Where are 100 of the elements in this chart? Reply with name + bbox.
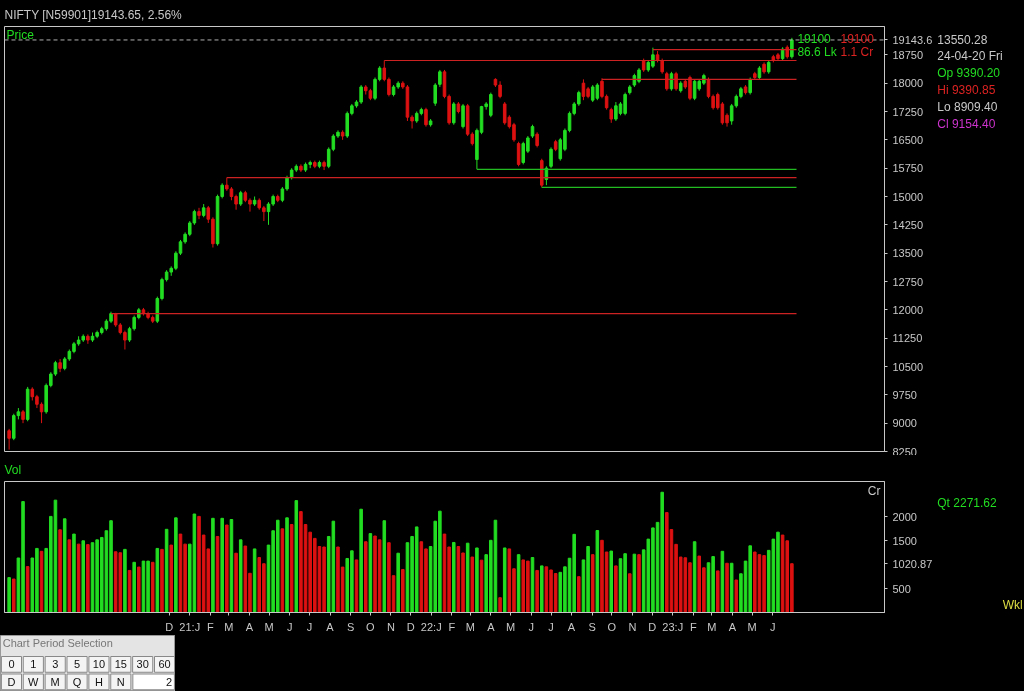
bar (535, 569, 539, 613)
bar (387, 542, 391, 613)
bar (225, 524, 229, 613)
text: D (7, 675, 16, 688)
bar (238, 539, 243, 613)
y-tick-label: 1500 (892, 534, 917, 547)
y-tick-label: 8250 (892, 445, 917, 458)
bar (132, 561, 136, 613)
text: 10 (92, 658, 106, 671)
x-tick-label: D (406, 620, 415, 633)
bar (146, 560, 150, 613)
text: 13550.28 (937, 33, 988, 48)
x-tick-label: J (306, 620, 313, 633)
x-tick-label: M (707, 620, 717, 633)
bar (627, 573, 632, 613)
x-tick-label: A (567, 620, 576, 633)
bar (58, 529, 62, 613)
x-tick-label: J (528, 620, 534, 633)
bar (174, 517, 178, 613)
x-tick-label: F (206, 620, 214, 633)
text: Chart Period Selection (2, 637, 113, 650)
candlestick (692, 78, 697, 101)
bar (577, 576, 581, 613)
bar (711, 556, 715, 613)
bar (67, 539, 72, 613)
x-tick-label: M (506, 620, 516, 633)
bar (81, 540, 86, 613)
y-tick-label: 15000 (892, 190, 924, 203)
text: Cl 9154.40 (937, 116, 996, 131)
bar (86, 544, 90, 613)
bar (368, 533, 373, 613)
y-tick-label: 14250 (892, 218, 924, 231)
bar (544, 566, 549, 613)
bar (609, 550, 614, 613)
bar (780, 534, 785, 613)
bar (665, 512, 669, 613)
annotation: 19100 (840, 31, 875, 46)
bar (363, 541, 368, 613)
bar (753, 551, 757, 613)
x-tick-label: J (286, 620, 293, 633)
bar (419, 541, 424, 613)
bar (623, 553, 627, 613)
text: 60 (158, 658, 171, 671)
y-tick-label: 15750 (892, 162, 924, 175)
y-tick-label: 13500 (892, 247, 924, 260)
chart-title: NIFTY [N59901]19143.65, 2.56% (4, 7, 183, 22)
x-tick-label: N (628, 620, 637, 633)
bar (762, 555, 766, 613)
bar (275, 519, 280, 613)
bar (396, 552, 400, 613)
bar (451, 541, 456, 613)
bar (748, 545, 752, 613)
x-tick-label: 21:J (179, 620, 201, 633)
y-tick-label: 17250 (892, 105, 924, 118)
bar (377, 539, 382, 613)
x-tick-label: A (326, 620, 335, 633)
text: 15 (114, 658, 127, 671)
candlestick (197, 207, 201, 220)
bar (118, 552, 123, 613)
x-tick-label: M (224, 620, 234, 633)
bar (572, 533, 576, 613)
bar (160, 548, 164, 613)
x-tick-label: F (689, 620, 697, 633)
text: 5 (74, 658, 81, 671)
text: Hi 9390.85 (937, 83, 996, 98)
y-tick-label: 2000 (892, 510, 917, 523)
text: M (50, 675, 60, 688)
x-tick-label: D (165, 620, 174, 633)
x-tick-label: D (648, 620, 657, 633)
bar (465, 542, 470, 613)
bar (414, 526, 419, 613)
bar (7, 577, 11, 613)
y-tick-label: 9750 (892, 388, 917, 401)
bar (729, 562, 734, 613)
bar (720, 550, 725, 613)
bar (697, 555, 702, 613)
x-tick-label: M (264, 620, 274, 633)
annotation: 19100 (797, 31, 832, 46)
bar (280, 528, 285, 613)
bar (322, 546, 326, 613)
x-tick-label: N (386, 620, 395, 633)
bar (539, 565, 544, 613)
candlestick (7, 428, 11, 451)
chart-title: Vol (4, 462, 22, 477)
bar (331, 520, 336, 613)
text: 30 (136, 658, 149, 671)
candlestick (86, 333, 90, 345)
bar (521, 559, 526, 613)
bar (169, 544, 174, 613)
annotation: 1.1 Cr (840, 44, 874, 59)
candlestick (461, 103, 465, 129)
x-tick-label: M (465, 620, 475, 633)
candlestick (451, 101, 456, 126)
bar (632, 553, 637, 613)
bar (220, 517, 224, 613)
bar (456, 546, 461, 613)
bar (475, 547, 479, 613)
text: Wkl (1002, 598, 1023, 613)
candlestick (549, 146, 553, 169)
bar (683, 557, 688, 613)
